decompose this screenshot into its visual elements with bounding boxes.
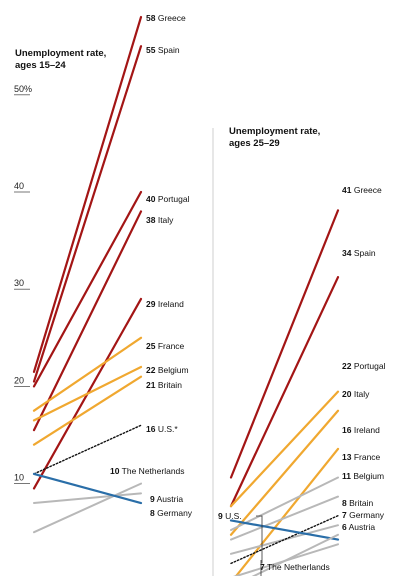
chart-2: Unemployment rate,ages 25–29 41 Greece 34 … [218, 126, 386, 576]
series-line-spain [32, 45, 143, 383]
series-label-belgium: 11 Belgium [342, 471, 384, 481]
series-label-greece: 58 Greece [146, 13, 186, 23]
series-line-belgium [32, 365, 143, 422]
series-label-portugal: 40 Portugal [146, 194, 190, 204]
series-label-ireland: 16 Ireland [342, 425, 380, 435]
series-label-spain: 34 Spain [342, 248, 376, 258]
y-tick-label: 20 [14, 375, 24, 385]
series-line-u-s [230, 514, 339, 565]
series-label-italy: 20 Italy [342, 389, 370, 399]
series-label-belgium: 22 Belgium [146, 365, 189, 375]
series-label-portugal: 22 Portugal [342, 361, 386, 371]
chart-title-line: ages 15–24 [15, 60, 66, 71]
series-line-austria [233, 543, 339, 576]
chart-title-line: Unemployment rate, [229, 126, 320, 137]
series-line-germany [32, 472, 143, 505]
y-tick-label: 40 [14, 181, 24, 191]
series-line-greece [229, 209, 340, 479]
y-tick-label: 30 [14, 278, 24, 288]
series-line-italy [229, 409, 340, 536]
series-line-germany [229, 519, 340, 541]
series-line-greece [32, 15, 143, 373]
series-label-france: 25 France [146, 341, 185, 351]
series-label-britain: 8 Britain [342, 498, 373, 508]
series-label-austria: 9 Austria [150, 494, 183, 504]
series-label-germany: 8 Germany [150, 508, 193, 518]
series-line-austria [33, 492, 142, 505]
series-line-france [230, 476, 339, 531]
series-line-italy [32, 210, 143, 432]
label-leader [256, 515, 263, 564]
series-label-ireland: 29 Ireland [146, 299, 184, 309]
series-label-the-netherlands: 10 The Netherlands [110, 466, 185, 476]
y-tick-label: 50% [14, 84, 32, 94]
chart-title-line: ages 25–29 [229, 138, 280, 149]
series-line-spain [229, 276, 340, 508]
series-label-greece: 41 Greece [342, 185, 382, 195]
series-line-britain [230, 524, 339, 555]
series-label-the-netherlands: 7 The Netherlands [260, 562, 330, 572]
series-line-portugal [229, 390, 340, 508]
series-line-the-netherlands [33, 482, 142, 534]
series-line-u-s [33, 424, 142, 475]
series-line-portugal [32, 190, 143, 388]
series-line-belgium [230, 495, 339, 541]
series-label-france: 13 France [342, 452, 381, 462]
series-line-ireland [234, 447, 340, 576]
series-label-italy: 38 Italy [146, 215, 174, 225]
series-label-spain: 55 Spain [146, 45, 180, 55]
series-label-britain: 21 Britain [146, 380, 182, 390]
chart-1: Unemployment rate,ages 15–24 50% 40 30 20 10 5… [14, 13, 193, 534]
series-line-france [32, 336, 143, 412]
series-line-britain [32, 375, 143, 446]
series-label-u-s: 9 U.S. [218, 511, 242, 521]
series-label-austria: 6 Austria [342, 522, 375, 532]
y-tick-label: 10 [14, 473, 24, 483]
series-label-u-s: 16 U.S.* [146, 424, 178, 434]
series-label-germany: 7 Germany [342, 510, 385, 520]
chart-title-line: Unemployment rate, [15, 48, 106, 59]
